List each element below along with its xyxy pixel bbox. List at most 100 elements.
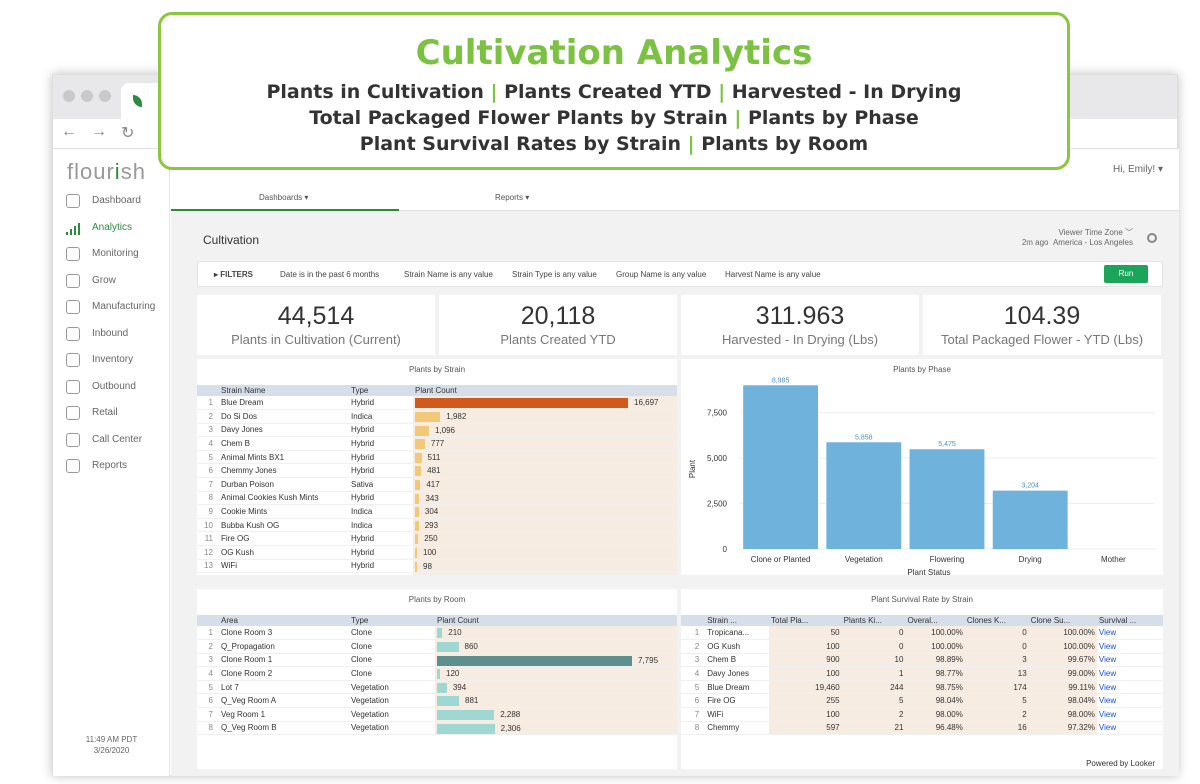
row-name: Q_Propagation xyxy=(219,639,349,654)
reload-icon[interactable]: ↻ xyxy=(121,125,135,142)
sidebar-item-inbound[interactable]: Inbound xyxy=(53,322,170,346)
view-link[interactable]: View xyxy=(1096,680,1163,695)
table-cell: 100.00% xyxy=(905,626,965,641)
table-row[interactable]: 4 Chem B Hybrid 777 xyxy=(197,436,677,451)
forward-icon[interactable]: → xyxy=(91,123,107,140)
header-cell[interactable]: Clone Su... xyxy=(1028,615,1097,626)
header-cell[interactable]: Type xyxy=(349,615,435,626)
callout-line-3: Plant Survival Rates by Strain | Plants … xyxy=(161,133,1067,155)
table-row[interactable]: 3 Clone Room 1 Clone 7,795 xyxy=(197,653,677,668)
row-type: Hybrid xyxy=(349,436,413,451)
sidebar-item-dashboard[interactable]: Dashboard xyxy=(53,189,170,213)
sidebar-item-monitoring[interactable]: Monitoring xyxy=(53,242,170,266)
view-link[interactable]: View xyxy=(1096,707,1163,722)
run-button[interactable]: Run xyxy=(1104,265,1148,283)
table-row[interactable]: 6 Q_Veg Room A Vegetation 881 xyxy=(197,693,677,709)
table-row[interactable]: 2 Q_Propagation Clone 860 xyxy=(197,639,677,654)
sidebar-item-reports[interactable]: Reports xyxy=(53,454,170,478)
table-row[interactable]: 1 Clone Room 3 Clone 210 xyxy=(197,626,677,641)
header-cell[interactable]: Plant Count xyxy=(435,615,677,626)
header-cell[interactable]: Survival ... xyxy=(1096,615,1163,626)
view-link[interactable]: View xyxy=(1096,666,1163,681)
header-cell[interactable]: Plant Count xyxy=(413,385,677,396)
filter-harvest-name[interactable]: Harvest Name is any value xyxy=(725,270,821,279)
view-link[interactable]: View xyxy=(1096,639,1163,654)
filters-toggle[interactable]: ▸ FILTERS xyxy=(214,270,253,279)
table-cell: 5 xyxy=(681,680,706,695)
window-dot-icon[interactable] xyxy=(81,90,93,102)
leaf-icon xyxy=(66,273,80,288)
view-link[interactable]: View xyxy=(1096,626,1163,641)
count-cell: 343 xyxy=(413,491,677,506)
tab-dashboards[interactable]: Dashboards ▾ xyxy=(259,193,309,202)
count-cell: 881 xyxy=(435,693,677,709)
table-row[interactable]: 1 Blue Dream Hybrid 16,697 xyxy=(197,396,677,411)
table-row[interactable]: 5 Animal Mints BX1 Hybrid 511 xyxy=(197,450,677,465)
user-greeting[interactable]: Hi, Emily! ▾ xyxy=(1112,164,1163,175)
view-link[interactable]: View xyxy=(1096,693,1163,709)
count-bar xyxy=(437,642,459,653)
table-cell: 98.04% xyxy=(1028,693,1097,709)
row-index: 11 xyxy=(197,531,219,547)
table-header: Strain ... Total Pla... Plants Ki... Overal… xyxy=(681,615,1163,626)
filter-group-name[interactable]: Group Name is any value xyxy=(616,270,707,279)
header-cell[interactable]: Overal... xyxy=(905,615,965,626)
window-dot-icon[interactable] xyxy=(99,90,111,102)
table-row: 3 Chem B 900 10 98.89% 3 99.67% View xyxy=(681,653,1163,668)
table-row[interactable]: 9 Cookie Mints Indica 304 xyxy=(197,504,677,519)
header-cell[interactable]: Area xyxy=(219,615,349,626)
sidebar-item-grow[interactable]: Grow xyxy=(53,269,170,293)
filter-strain-type[interactable]: Strain Type is any value xyxy=(512,270,597,279)
row-name: Animal Mints BX1 xyxy=(219,450,349,465)
table-row[interactable]: 5 Lot 7 Vegetation 394 xyxy=(197,680,677,695)
count-cell: 2,306 xyxy=(435,721,677,736)
clock: 11:49 AM PDT 3/26/2020 xyxy=(53,734,170,756)
header-cell[interactable]: Type xyxy=(349,385,413,396)
table-row[interactable]: 11 Fire OG Hybrid 250 xyxy=(197,531,677,547)
separator: | xyxy=(718,81,726,103)
table-row[interactable]: 6 Chemmy Jones Hybrid 481 xyxy=(197,463,677,479)
table-row[interactable]: 7 Durban Poison Sativa 417 xyxy=(197,477,677,492)
filter-strain-name[interactable]: Strain Name is any value xyxy=(404,270,493,279)
table-row: 5 Blue Dream 19,460 244 98.75% 174 99.11% View xyxy=(681,680,1163,695)
view-link[interactable]: View xyxy=(1096,653,1163,668)
gear-icon[interactable] xyxy=(1147,233,1157,243)
table-row[interactable]: 12 OG Kush Hybrid 100 xyxy=(197,545,677,560)
tab-reports[interactable]: Reports ▾ xyxy=(495,193,530,202)
kpi-harvested-drying: 311.963 Harvested - In Drying (Lbs) xyxy=(681,295,919,355)
view-link[interactable]: View xyxy=(1096,721,1163,736)
header-cell[interactable]: Strain ... xyxy=(705,615,770,626)
table-row[interactable]: 13 WiFi Hybrid 98 xyxy=(197,559,677,574)
sidebar-item-analytics[interactable]: Analytics xyxy=(53,216,170,240)
table-row[interactable]: 8 Animal Cookies Kush Mints Hybrid 343 xyxy=(197,491,677,506)
kpi-label: Harvested - In Drying (Lbs) xyxy=(721,332,879,347)
count-value: 881 xyxy=(465,696,479,706)
filter-date[interactable]: Date is in the past 6 months xyxy=(280,270,380,279)
table-cell: OG Kush xyxy=(705,639,770,654)
header-cell[interactable]: Total Pla... xyxy=(769,615,842,626)
header-cell[interactable]: Clones K... xyxy=(964,615,1029,626)
window-dot-icon[interactable] xyxy=(63,90,75,102)
table-cell: Fire OG xyxy=(705,693,770,709)
timezone[interactable]: Viewer Time Zone ﹀ 2m ago America - Los … xyxy=(1022,228,1133,248)
sidebar-item-inventory[interactable]: Inventory xyxy=(53,348,170,372)
table-row[interactable]: 3 Davy Jones Hybrid 1,096 xyxy=(197,423,677,438)
count-value: 2,288 xyxy=(500,710,521,720)
header-cell[interactable]: Strain Name xyxy=(219,385,349,396)
kpi-value: 44,514 xyxy=(277,302,355,330)
sidebar-item-manufacturing[interactable]: Manufacturing xyxy=(53,295,170,319)
header-cell[interactable]: Plants Ki... xyxy=(841,615,906,626)
table-row[interactable]: 10 Bubba Kush OG Indica 293 xyxy=(197,518,677,533)
inventory-icon xyxy=(66,353,80,367)
sidebar-item-outbound[interactable]: Outbound xyxy=(53,375,170,399)
count-cell: 860 xyxy=(435,639,677,654)
table-row[interactable]: 8 Q_Veg Room B Vegetation 2,306 xyxy=(197,721,677,736)
sidebar-item-retail[interactable]: Retail xyxy=(53,401,170,425)
table-cell: 900 xyxy=(769,653,842,668)
table-row[interactable]: 2 Do Si Dos Indica 1,982 xyxy=(197,409,677,424)
sidebar-item-call-center[interactable]: Call Center xyxy=(53,428,170,452)
back-icon[interactable]: ← xyxy=(61,123,77,140)
table-row[interactable]: 7 Veg Room 1 Vegetation 2,288 xyxy=(197,707,677,722)
table-row[interactable]: 4 Clone Room 2 Clone 120 xyxy=(197,666,677,681)
table-row[interactable]: 14Funky BrunchHybrid97 xyxy=(197,572,677,575)
